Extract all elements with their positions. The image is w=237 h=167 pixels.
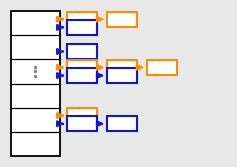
Bar [67, 12, 97, 27]
Bar [107, 116, 137, 131]
Bar [67, 116, 97, 131]
Bar [107, 60, 137, 75]
Bar [147, 60, 177, 75]
Bar [67, 68, 97, 83]
Bar [107, 12, 137, 27]
Bar [67, 44, 97, 59]
Bar [67, 108, 97, 123]
Bar [67, 60, 97, 75]
Bar [67, 20, 97, 35]
Bar [11, 11, 60, 156]
Bar [107, 68, 137, 83]
